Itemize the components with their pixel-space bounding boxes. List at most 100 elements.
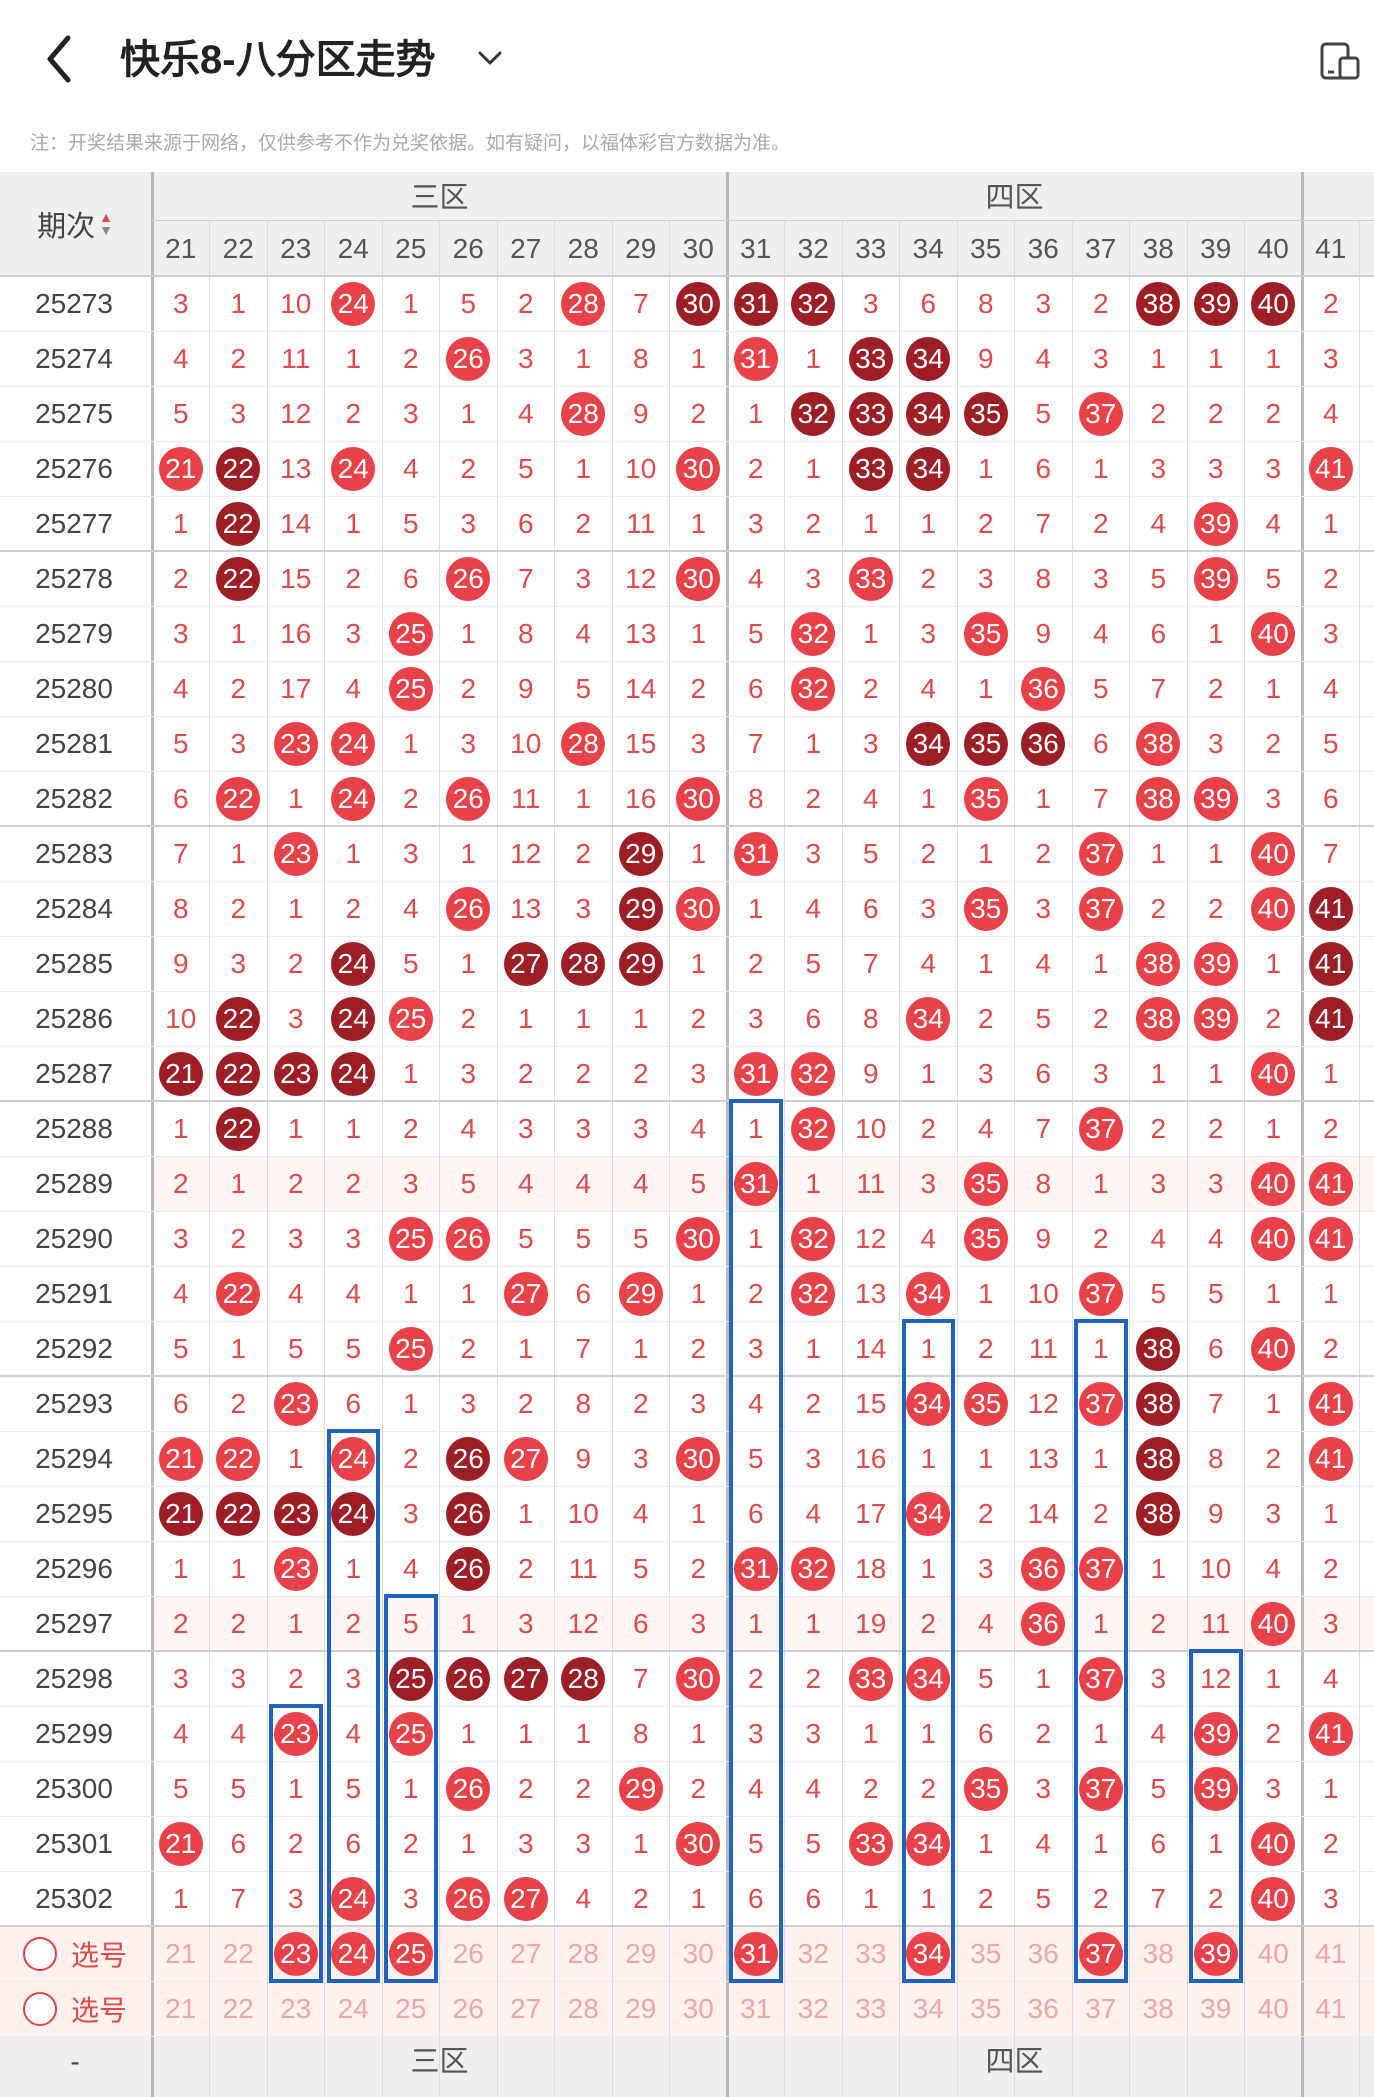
selectable-number[interactable]: 35 xyxy=(970,1938,1002,1969)
miss-count: 3 xyxy=(690,1608,707,1639)
miss-count: 5 xyxy=(690,1168,707,1199)
miss-count: 4 xyxy=(172,1278,189,1309)
selectable-number[interactable]: 33 xyxy=(855,1938,887,1969)
selectable-number[interactable]: 34 xyxy=(912,1993,944,2024)
drawn-number-ball: 36 xyxy=(1021,1546,1066,1591)
selectable-number[interactable]: 24 xyxy=(337,1993,369,2024)
selectable-number[interactable]: 40 xyxy=(1257,1938,1289,1969)
selectable-number[interactable]: 35 xyxy=(970,1993,1002,2024)
miss-count: 4 xyxy=(345,1718,362,1749)
selectable-number[interactable]: 38 xyxy=(1142,1993,1174,2024)
miss-count: 3 xyxy=(345,1223,362,1254)
drawn-number-ball: 37 xyxy=(1078,1766,1123,1811)
selectable-number[interactable]: 23 xyxy=(280,1993,312,2024)
sort-icon[interactable]: ▲ ▼ xyxy=(99,209,113,238)
miss-count: 3 xyxy=(805,838,822,869)
selectable-number[interactable]: 31 xyxy=(740,1993,772,2024)
selected-number-ball[interactable]: 25 xyxy=(388,1931,433,1976)
drawn-number-ball: 33 xyxy=(848,556,893,601)
selectable-number[interactable]: 33 xyxy=(855,1993,887,2024)
select-row-toggle[interactable]: 选号 xyxy=(0,1926,150,1981)
drawn-number-ball: 24 xyxy=(331,1491,376,1536)
miss-count: 4 xyxy=(805,893,822,924)
drawn-number-ball: 35 xyxy=(963,1381,1008,1426)
drawn-number-ball: 36 xyxy=(1021,721,1066,766)
miss-count: 4 xyxy=(345,673,362,704)
selectable-number[interactable]: 32 xyxy=(797,1938,829,1969)
grid-vline xyxy=(324,220,325,2097)
selectable-number[interactable]: 40 xyxy=(1257,1993,1289,2024)
radio-circle-icon[interactable] xyxy=(22,1936,57,1971)
selected-number-ball[interactable]: 39 xyxy=(1193,1931,1238,1976)
miss-count: 18 xyxy=(855,1553,887,1584)
miss-count: 1 xyxy=(1265,1113,1282,1144)
miss-count: 3 xyxy=(345,618,362,649)
chevron-down-icon[interactable] xyxy=(474,42,506,74)
back-icon[interactable] xyxy=(40,32,80,86)
miss-count: 3 xyxy=(920,893,937,924)
period-number: 25276 xyxy=(35,453,113,484)
selectable-number[interactable]: 28 xyxy=(567,1993,599,2024)
miss-count: 5 xyxy=(402,508,419,539)
period-header[interactable]: 期次 ▲ ▼ xyxy=(0,172,150,276)
selectable-number[interactable]: 28 xyxy=(567,1938,599,1969)
selectable-number[interactable]: 39 xyxy=(1200,1993,1232,2024)
selectable-number[interactable]: 37 xyxy=(1085,1993,1117,2024)
drawn-number-ball: 31 xyxy=(733,1051,778,1096)
selectable-number[interactable]: 41 xyxy=(1315,1938,1347,1969)
page-title[interactable]: 快乐8-八分区走势 xyxy=(120,38,436,82)
selectable-number[interactable]: 38 xyxy=(1142,1938,1174,1969)
selected-number-ball[interactable]: 23 xyxy=(273,1931,318,1976)
device-icon[interactable] xyxy=(1318,38,1364,84)
column-header: 21 xyxy=(165,233,197,264)
selectable-number[interactable]: 30 xyxy=(682,1993,714,2024)
selected-number-ball[interactable]: 24 xyxy=(331,1931,376,1976)
miss-count: 1 xyxy=(977,1443,994,1474)
miss-count: 6 xyxy=(517,508,534,539)
selectable-number[interactable]: 21 xyxy=(165,1993,197,2024)
highlight-column-box xyxy=(269,1704,323,1983)
selectable-number[interactable]: 29 xyxy=(625,1993,657,2024)
selectable-number[interactable]: 26 xyxy=(452,1993,484,2024)
select-row-toggle[interactable]: 选号 xyxy=(0,1981,150,2036)
selected-number-ball[interactable]: 34 xyxy=(906,1931,951,1976)
drawn-number-ball: 35 xyxy=(963,391,1008,436)
selectable-number[interactable]: 26 xyxy=(452,1938,484,1969)
selectable-number[interactable]: 22 xyxy=(222,1938,254,1969)
miss-count: 1 xyxy=(747,1223,764,1254)
selectable-number[interactable]: 32 xyxy=(797,1993,829,2024)
miss-count: 3 xyxy=(1322,1608,1339,1639)
zone-label: 四区 xyxy=(985,182,1044,214)
radio-circle-icon[interactable] xyxy=(22,1991,57,2026)
period-number: 25302 xyxy=(35,1883,113,1914)
selectable-number[interactable]: 36 xyxy=(1027,1993,1059,2024)
miss-count: 4 xyxy=(805,1773,822,1804)
selectable-number[interactable]: 27 xyxy=(510,1993,542,2024)
drawn-number-ball: 26 xyxy=(446,336,491,381)
selectable-number[interactable]: 41 xyxy=(1315,1993,1347,2024)
miss-count: 13 xyxy=(510,893,542,924)
selectable-number[interactable]: 25 xyxy=(395,1993,427,2024)
selected-number-ball[interactable]: 37 xyxy=(1078,1931,1123,1976)
selectable-number[interactable]: 22 xyxy=(222,1993,254,2024)
miss-count: 3 xyxy=(1265,453,1282,484)
miss-count: 2 xyxy=(575,838,592,869)
selected-number-ball[interactable]: 31 xyxy=(733,1931,778,1976)
drawn-number-ball: 29 xyxy=(618,886,663,931)
miss-count: 3 xyxy=(805,1443,822,1474)
miss-count: 1 xyxy=(1265,673,1282,704)
drawn-number-ball: 32 xyxy=(791,1271,836,1316)
miss-count: 10 xyxy=(165,1003,197,1034)
miss-count: 4 xyxy=(1035,343,1052,374)
miss-count: 10 xyxy=(510,728,542,759)
miss-count: 3 xyxy=(690,728,707,759)
miss-count: 2 xyxy=(1035,838,1052,869)
miss-count: 1 xyxy=(287,893,304,924)
selectable-number[interactable]: 21 xyxy=(165,1938,197,1969)
selectable-number[interactable]: 29 xyxy=(625,1938,657,1969)
miss-count: 3 xyxy=(230,948,247,979)
selectable-number[interactable]: 30 xyxy=(682,1938,714,1969)
period-number: 25287 xyxy=(35,1058,113,1089)
selectable-number[interactable]: 36 xyxy=(1027,1938,1059,1969)
selectable-number[interactable]: 27 xyxy=(510,1938,542,1969)
